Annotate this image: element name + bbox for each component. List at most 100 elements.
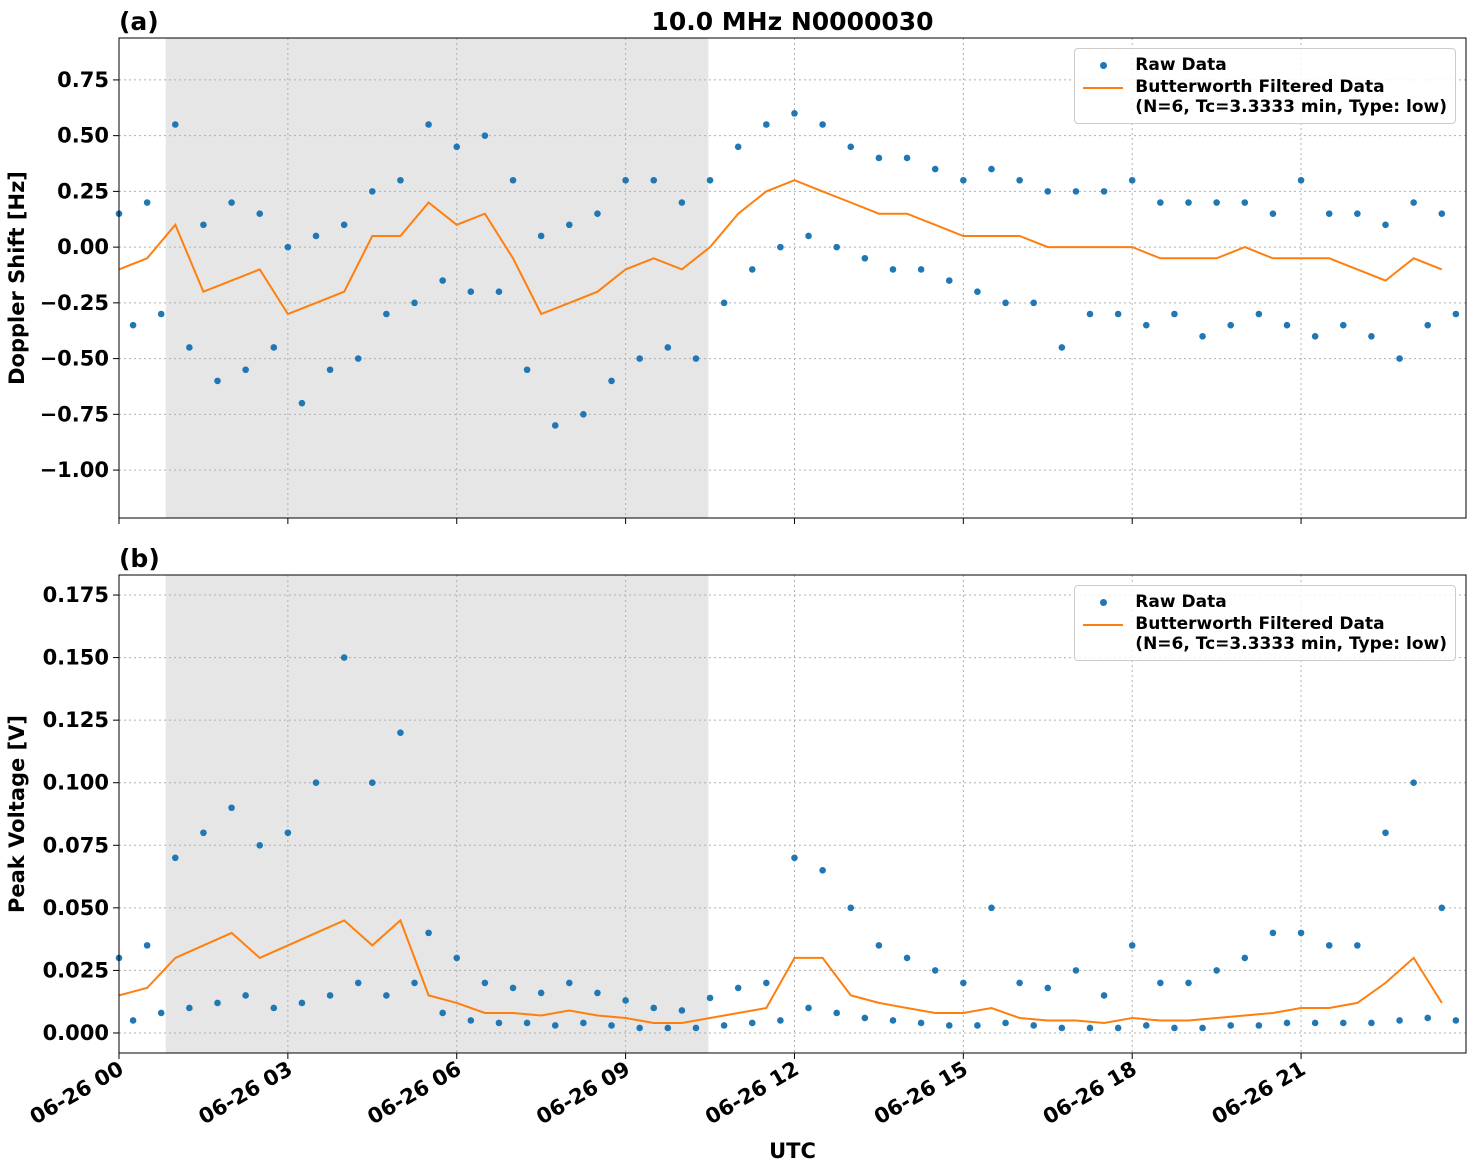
raw-point [889, 266, 897, 273]
raw-point [1382, 829, 1389, 837]
raw-point [312, 232, 320, 240]
raw-point [1255, 310, 1263, 318]
y-tick-label: −0.75 [40, 402, 109, 426]
raw-point [551, 1022, 559, 1029]
x-tick-label: 06-26 03 [195, 1057, 297, 1130]
raw-point [298, 999, 306, 1007]
raw-point [847, 143, 855, 151]
raw-point [931, 967, 939, 974]
legend-entry: Raw Data [1083, 55, 1447, 75]
raw-point [664, 344, 672, 351]
legend-key [1083, 87, 1124, 107]
raw-point [1438, 210, 1446, 217]
raw-point [143, 199, 151, 206]
raw-point [1368, 333, 1375, 340]
raw-point [537, 232, 545, 240]
raw-point [1368, 1019, 1375, 1027]
raw-point [974, 1022, 981, 1029]
raw-point [889, 1017, 897, 1024]
raw-point [186, 344, 193, 351]
raw-point [129, 1017, 137, 1024]
raw-point [580, 1019, 587, 1027]
raw-point [875, 154, 883, 162]
raw-point [481, 132, 489, 139]
raw-point [847, 904, 855, 912]
legend: Raw Data Butterworth Filtered Data (N=6, … [1074, 585, 1456, 661]
raw-point [1142, 1022, 1150, 1029]
raw-point [706, 994, 714, 1002]
filtered-line [118, 179, 1443, 316]
raw-point [228, 804, 235, 812]
y-tick-label: 0.50 [57, 124, 109, 148]
raw-point [945, 277, 953, 284]
raw-point [1410, 199, 1417, 206]
raw-point [1100, 188, 1108, 195]
raw-point [833, 243, 840, 251]
y-tick-label: 0.050 [43, 896, 109, 920]
raw-point [481, 979, 489, 987]
raw-point [1213, 199, 1220, 206]
raw-point [692, 355, 700, 362]
raw-point [425, 929, 432, 937]
raw-point [523, 366, 531, 374]
raw-point [453, 143, 461, 151]
raw-point [439, 277, 446, 284]
raw-point [425, 121, 432, 128]
raw-point [777, 243, 784, 251]
raw-point [1325, 942, 1333, 949]
legend-entry: Butterworth Filtered Data (N=6, Tc=3.333… [1083, 77, 1447, 117]
y-axis-label: Peak Voltage [V] [5, 715, 29, 913]
raw-point [580, 411, 587, 418]
legend-entry: Butterworth Filtered Data (N=6, Tc=3.333… [1083, 614, 1447, 654]
raw-point [1339, 1019, 1347, 1027]
raw-point [903, 154, 911, 162]
raw-point [509, 176, 517, 184]
raw-point [1058, 344, 1066, 351]
x-tick-label: 06-26 21 [1208, 1057, 1310, 1130]
raw-point [1227, 321, 1235, 329]
raw-point [566, 221, 573, 229]
raw-point [214, 999, 221, 1007]
raw-point [1297, 176, 1305, 184]
raw-point [1142, 321, 1150, 329]
raw-point [1325, 210, 1333, 217]
raw-point [467, 288, 475, 296]
y-tick-label: −0.50 [40, 347, 109, 371]
raw-point [1016, 176, 1023, 184]
raw-point [495, 1019, 503, 1027]
raw-point [664, 1024, 672, 1032]
raw-point [397, 176, 404, 184]
raw-point [228, 199, 235, 206]
raw-point [284, 829, 292, 837]
y-tick-label: 0.75 [57, 68, 109, 92]
raw-point [509, 984, 517, 992]
raw-point [537, 989, 545, 997]
raw-point [1058, 1024, 1066, 1032]
raw-point [495, 288, 503, 296]
raw-point [734, 143, 742, 151]
raw-point [383, 992, 390, 999]
raw-point [1114, 310, 1122, 318]
raw-point [1030, 1022, 1037, 1029]
x-tick-label: 06-26 09 [532, 1057, 634, 1130]
raw-point [960, 176, 967, 184]
plot-frame [118, 37, 1467, 519]
raw-point [566, 979, 573, 987]
x-tick-label: 06-26 00 [26, 1057, 128, 1130]
raw-point [1255, 1022, 1263, 1029]
raw-point [734, 984, 742, 992]
raw-point [1438, 904, 1446, 912]
raw-point [439, 1009, 446, 1017]
raw-point [1227, 1022, 1235, 1029]
legend-key [1083, 592, 1123, 612]
raw-point [1241, 199, 1249, 206]
raw-point [1424, 321, 1432, 329]
panel-label: (a) [119, 7, 159, 36]
raw-point [383, 310, 390, 318]
raw-point [1086, 310, 1094, 318]
raw-point [917, 1019, 925, 1027]
raw-point [833, 1009, 840, 1017]
shaded-region [165, 38, 709, 518]
y-tick-label: 0.150 [43, 646, 109, 670]
